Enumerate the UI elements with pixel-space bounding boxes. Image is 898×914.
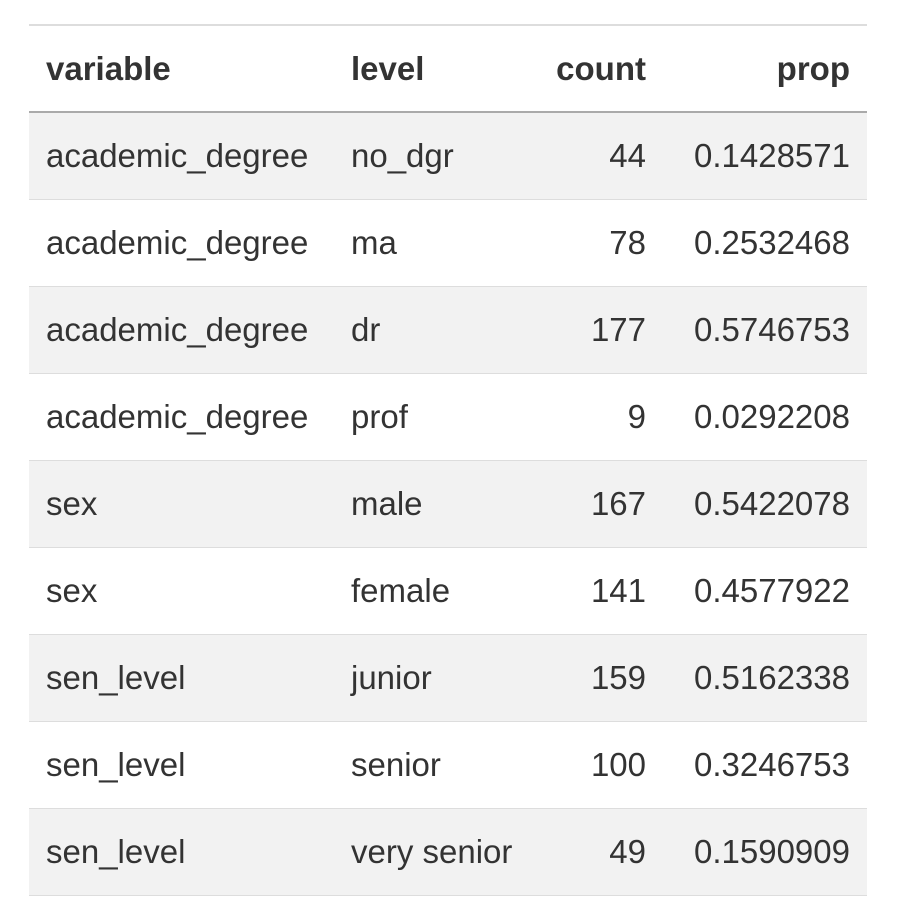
table-row: sex male 167 0.5422078 [29,460,867,547]
cell-level: male [351,484,423,522]
column-header-level: level [351,49,425,87]
cell-level: very senior [351,832,513,870]
cell-count: 9 [627,397,646,435]
cell-level: ma [351,223,397,261]
table-body: academic_degree no_dgr 44 0.1428571 acad… [29,112,867,895]
data-table-container: variable level count prop academic_degre… [29,24,867,896]
cell-variable: academic_degree [46,136,309,174]
table-row: academic_degree dr 177 0.5746753 [29,286,867,373]
table-row: sen_level very senior 49 0.1590909 [29,808,867,895]
cell-count: 177 [590,310,646,348]
table-row: sen_level junior 159 0.5162338 [29,634,867,721]
cell-variable: sen_level [46,658,186,696]
cell-prop: 0.5162338 [694,658,850,696]
table-row: sex female 141 0.4577922 [29,547,867,634]
column-header-count: count [556,49,646,87]
cell-variable: sen_level [46,832,186,870]
data-table: variable level count prop academic_degre… [29,24,867,896]
cell-variable: sex [46,484,98,522]
table-row: academic_degree ma 78 0.2532468 [29,199,867,286]
cell-count: 49 [609,832,646,870]
cell-prop: 0.2532468 [694,223,850,261]
table-row: sen_level senior 100 0.3246753 [29,721,867,808]
cell-prop: 0.4577922 [694,571,850,609]
cell-count: 141 [590,571,646,609]
column-header-variable: variable [46,49,171,87]
cell-variable: sex [46,571,98,609]
cell-count: 78 [609,223,646,261]
cell-level: female [351,571,451,609]
cell-count: 100 [590,745,646,783]
cell-prop: 0.1590909 [694,832,850,870]
cell-count: 167 [590,484,646,522]
header-row: variable level count prop [29,25,867,112]
cell-level: no_dgr [351,136,454,174]
table-header: variable level count prop [29,25,867,112]
cell-level: junior [351,658,432,696]
table-row: academic_degree prof 9 0.0292208 [29,373,867,460]
cell-prop: 0.0292208 [694,397,850,435]
cell-level: senior [351,745,441,783]
cell-prop: 0.3246753 [694,745,850,783]
column-header-prop: prop [776,49,850,87]
cell-variable: academic_degree [46,223,309,261]
cell-prop: 0.1428571 [694,136,850,174]
cell-prop: 0.5746753 [694,310,850,348]
cell-count: 44 [609,136,646,174]
cell-count: 159 [590,658,646,696]
cell-variable: academic_degree [46,310,309,348]
cell-level: dr [351,310,381,348]
cell-level: prof [351,397,408,435]
cell-prop: 0.5422078 [694,484,850,522]
cell-variable: sen_level [46,745,186,783]
table-row: academic_degree no_dgr 44 0.1428571 [29,112,867,199]
cell-variable: academic_degree [46,397,309,435]
